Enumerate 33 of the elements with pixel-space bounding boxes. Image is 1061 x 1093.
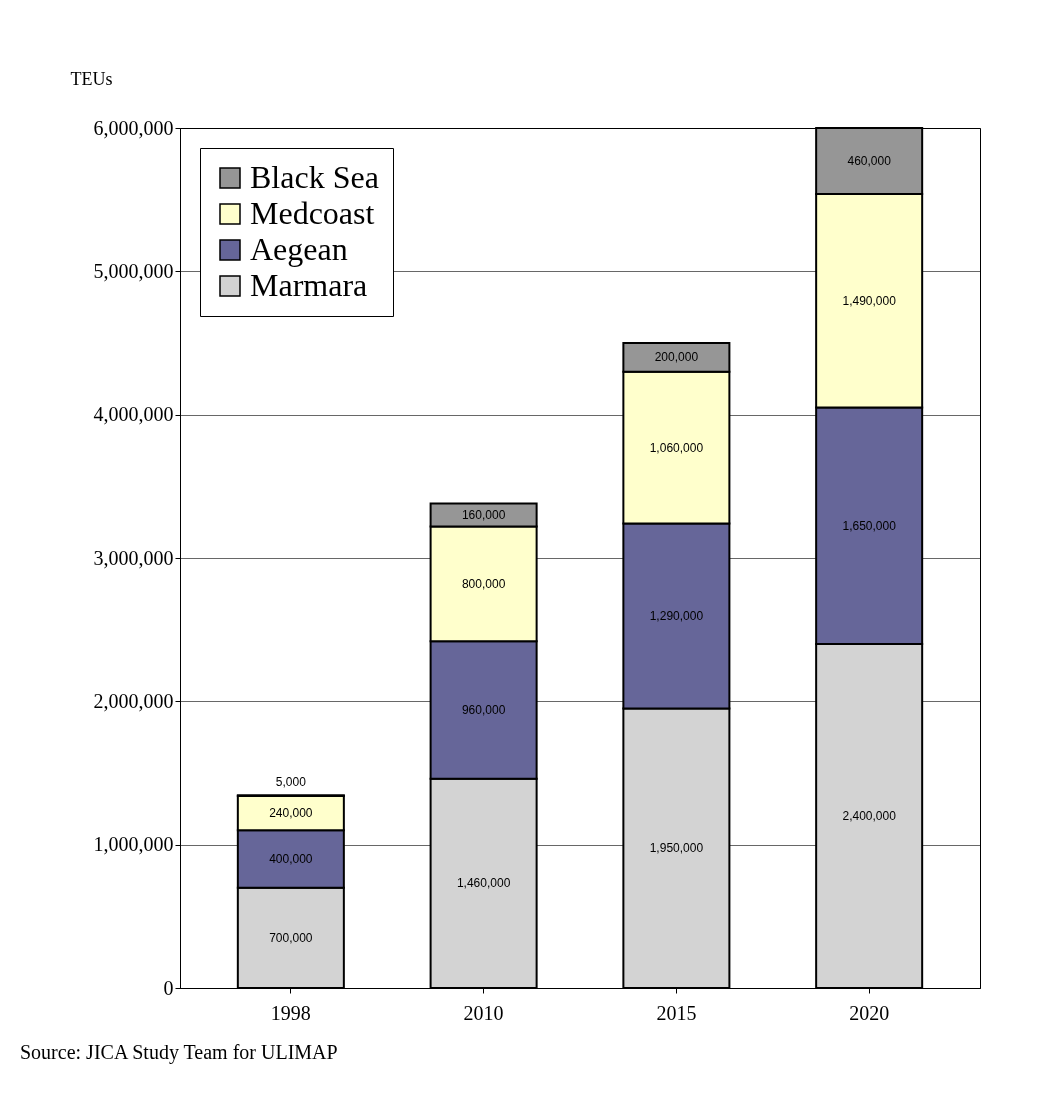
y-tick-label: 1,000,000	[93, 833, 174, 856]
data-label: 1,650,000	[842, 518, 897, 533]
data-label: 460,000	[847, 153, 892, 168]
data-label: 240,000	[269, 806, 313, 821]
data-label: 1,490,000	[842, 293, 897, 308]
legend-label: Aegean	[250, 231, 348, 267]
x-tick-label: 1998	[270, 1001, 311, 1024]
source-note: Source: JICA Study Team for ULIMAP	[20, 1041, 338, 1064]
data-label: 400,000	[269, 852, 313, 866]
data-label: 200,000	[654, 350, 699, 365]
x-tick-label: 2015	[656, 1001, 697, 1024]
y-tick-label: 4,000,000	[93, 403, 174, 426]
data-label: 1,290,000	[649, 609, 704, 624]
data-label: 700,000	[269, 930, 313, 945]
y-tick-label: 2,000,000	[93, 689, 174, 712]
data-label: 2,400,000	[842, 809, 897, 823]
y-tick-label: 0	[163, 976, 174, 999]
legend-label: Medcoast	[250, 195, 375, 231]
x-tick-label: 2020	[849, 1001, 890, 1024]
data-label: 1,460,000	[456, 876, 511, 891]
y-tick-label: 3,000,000	[93, 546, 174, 569]
data-label: 5,000	[275, 775, 307, 790]
legend-label: Marmara	[250, 267, 368, 303]
x-tick-label: 2010	[463, 1001, 504, 1024]
data-label: 1,950,000	[649, 841, 704, 856]
data-label: 160,000	[461, 508, 506, 522]
data-label: 1,060,000	[649, 440, 704, 455]
y-tick-label: 6,000,000	[93, 116, 174, 139]
legend-label: Black Sea	[250, 159, 379, 195]
data-label: 800,000	[461, 576, 506, 591]
data-label: 960,000	[461, 702, 506, 717]
y-axis-title: TEUs	[70, 68, 113, 89]
y-tick-label: 5,000,000	[93, 259, 174, 282]
